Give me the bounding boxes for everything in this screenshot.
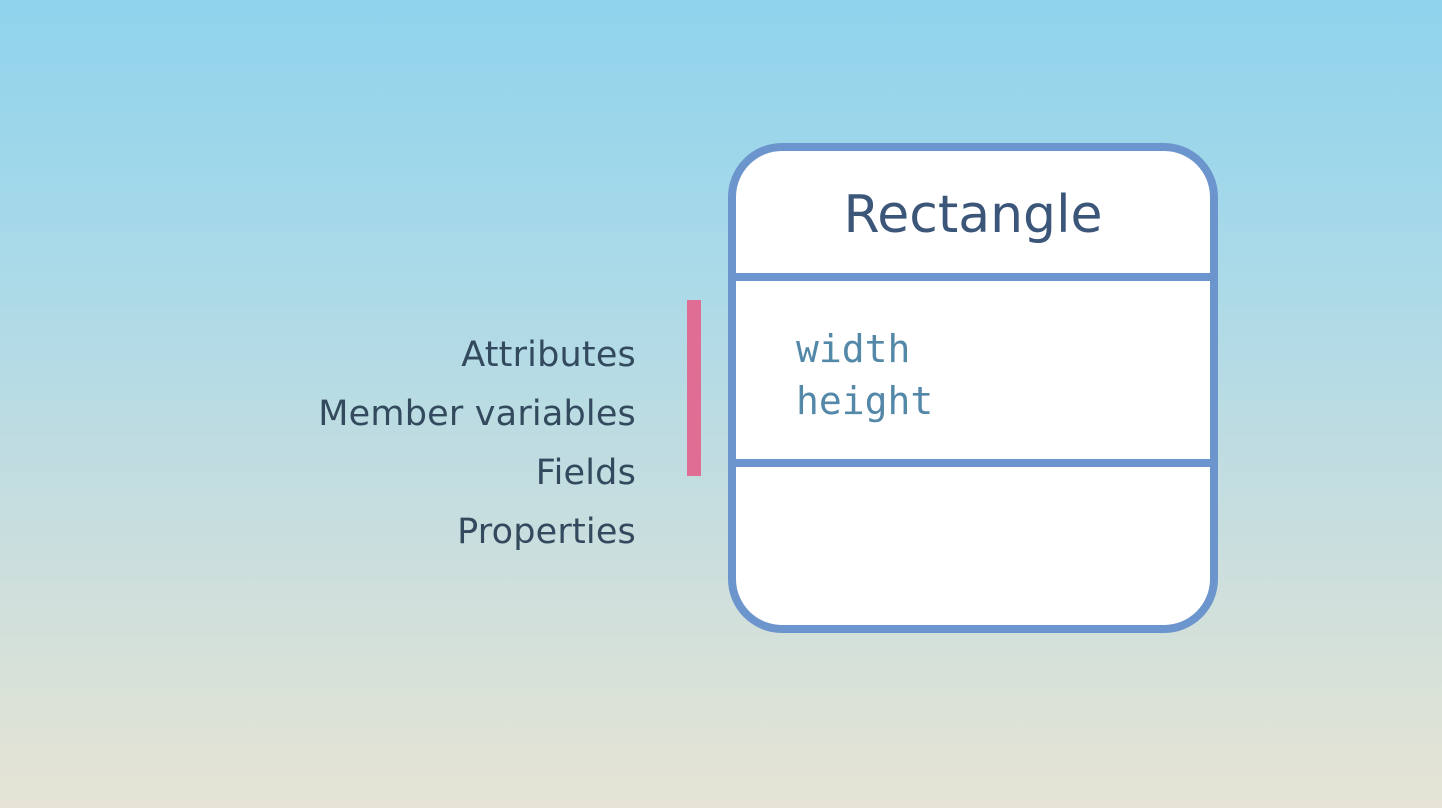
synonym-member-variables: Member variables (318, 394, 636, 434)
methods-compartment (736, 467, 1210, 625)
class-name: Rectangle (736, 151, 1210, 281)
uml-class-box: Rectangle width height (728, 143, 1218, 633)
synonym-fields: Fields (535, 453, 636, 493)
attributes-compartment: width height (736, 281, 1210, 467)
synonym-properties: Properties (457, 512, 636, 552)
attribute-height: height (796, 379, 934, 423)
attribute-section-marker (687, 300, 701, 476)
synonym-list: Attributes Member variables Fields Prope… (318, 326, 636, 562)
attribute-width: width (796, 327, 911, 371)
synonym-attributes: Attributes (461, 335, 636, 375)
